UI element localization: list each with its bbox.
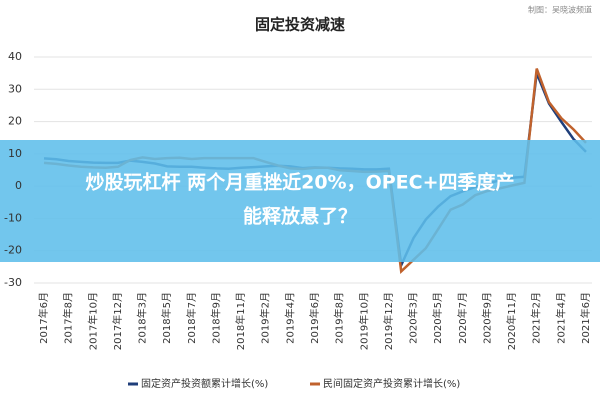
overlay-text: 炒股玩杠杆 两个月重挫近20%，OPEC+四季度产 — [85, 171, 514, 194]
overlay-band — [0, 140, 600, 262]
x-tick-label: 2017年10月 — [86, 292, 99, 350]
x-tick-label: 2017年8月 — [62, 292, 75, 344]
y-tick-label: 40 — [8, 50, 22, 63]
legend-label: 固定资产投资额累计增长(%) — [141, 377, 268, 390]
x-tick-label: 2017年12月 — [111, 292, 124, 350]
watermark: 制图：吴晓波频道 — [528, 5, 592, 15]
x-tick-label: 2018年5月 — [160, 292, 173, 344]
x-tick-label: 2019年8月 — [333, 292, 346, 344]
y-tick-label: -20 — [4, 244, 22, 257]
y-tick-label: -30 — [4, 276, 22, 289]
x-tick-label: 2019年6月 — [308, 292, 321, 344]
x-tick-label: 2021年6月 — [579, 292, 592, 344]
x-axis: -30 -20 -10 0 10 20 30 40 2017年6月 2017年8月 2017年10月… — [4, 50, 592, 350]
x-tick-label: 2020年9月 — [480, 292, 493, 344]
x-tick-label: 2020年7月 — [456, 292, 469, 344]
y-tick-label: 20 — [8, 115, 22, 128]
x-tick-label: 2021年2月 — [530, 292, 543, 344]
legend: 固定资产投资额累计增长(%) 民间固定资产投资累计增长(%) — [128, 377, 460, 390]
x-tick-label: 2019年2月 — [259, 292, 272, 344]
y-tick-label: 30 — [8, 82, 22, 95]
x-tick-label: 2020年3月 — [407, 292, 420, 344]
chart-title: 固定投资减速 — [255, 16, 345, 34]
overlay-text: 能释放悬了？ — [243, 205, 357, 228]
x-tick-label: 2018年11月 — [234, 292, 247, 350]
y-tick-label: 10 — [8, 147, 22, 160]
x-tick-label: 2020年5月 — [431, 292, 444, 344]
x-tick-label: 2018年3月 — [136, 292, 149, 344]
x-tick-label: 2019年12月 — [382, 292, 395, 350]
x-tick-label: 2019年4月 — [283, 292, 296, 344]
x-tick-label: 2019年10月 — [357, 292, 370, 350]
x-tick-label: 2017年6月 — [37, 292, 50, 344]
legend-label: 民间固定资产投资累计增长(%) — [323, 377, 460, 390]
x-tick-label: 2021年4月 — [554, 292, 567, 344]
y-tick-label: -10 — [4, 211, 22, 224]
x-tick-label: 2020年11月 — [505, 292, 518, 350]
y-tick-label: 0 — [15, 179, 22, 192]
x-tick-label: 2018年9月 — [209, 292, 222, 344]
x-tick-label: 2018年7月 — [185, 292, 198, 344]
